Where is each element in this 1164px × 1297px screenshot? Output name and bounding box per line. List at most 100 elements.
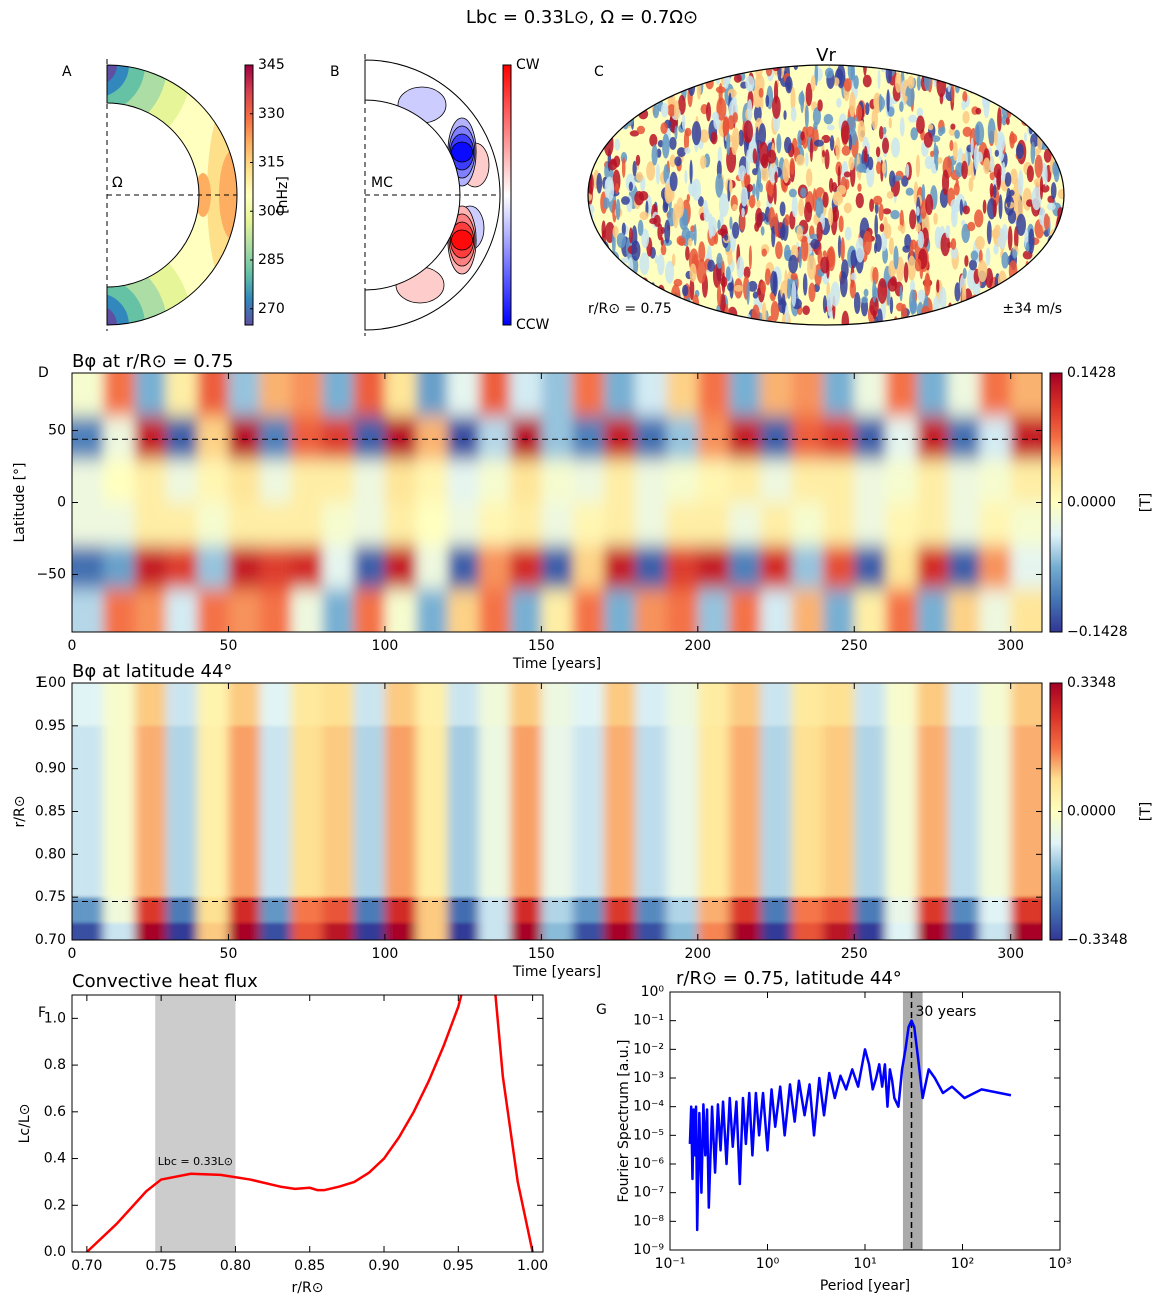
panel-letter: C [594,64,604,80]
velocity-cell [616,232,627,249]
velocity-cell [850,272,857,282]
velocity-cell [775,241,783,260]
velocity-cell [1052,126,1060,142]
velocity-cell [752,183,756,198]
velocity-cell [1018,169,1024,196]
heatmap-cell [478,683,511,727]
velocity-cell [968,308,974,325]
heatmap-cell [666,683,699,727]
velocity-cell [921,184,926,202]
velocity-cell [886,287,891,306]
heatmap-cell [447,922,480,940]
heatmap-cell [510,373,542,417]
heatmap-cell [760,459,793,503]
velocity-cell [899,101,904,113]
velocity-cell [863,288,869,297]
heatmap-cell [416,545,448,590]
velocity-cell [949,65,956,72]
velocity-cell [594,78,605,92]
velocity-cell [882,126,887,135]
heatmap-cell [572,922,605,940]
velocity-cell [814,65,819,87]
velocity-cell [635,154,641,166]
heatmap-cell [948,373,980,417]
velocity-cell [773,181,777,205]
velocity-cell [897,224,904,232]
heatmap-cell [854,922,887,940]
heatmap-cell [478,588,511,632]
velocity-cell [635,171,644,182]
velocity-cell [655,163,661,185]
velocity-cell [843,202,852,214]
velocity-cell [614,138,621,151]
velocity-cell [613,155,621,168]
heatmap-cell [666,725,699,898]
heatmap-cell [510,725,542,898]
heatmap-cell [979,922,1012,940]
velocity-cell [921,65,930,78]
velocity-cell [1008,90,1018,115]
y-tick-label: 10⁻² [633,1041,664,1057]
velocity-cell [1057,138,1062,163]
velocity-cell [774,171,778,184]
velocity-cell [890,209,900,220]
heatmap-cell [541,588,574,632]
heatmap-cell [822,683,855,727]
heatmap-cell [854,502,887,547]
velocity-cell [675,302,683,320]
velocity-cell [1001,161,1006,183]
velocity-cell [745,149,751,176]
velocity-cell [800,187,807,198]
heatmap-cell [291,373,323,417]
velocity-cell [1016,74,1025,85]
velocity-cell [732,203,738,211]
heatmap-cell [603,683,636,727]
x-axis-label: Time [years] [512,964,601,980]
velocity-cell [664,219,671,244]
velocity-cell [632,65,639,79]
chart-title: Bφ at r/R⊙ = 0.75 [72,351,233,372]
heatmap-cell [541,416,574,460]
velocity-cell [660,244,667,256]
panel-letter: F [38,1005,46,1021]
heatmap-cell [760,922,793,940]
velocity-cell [786,278,791,300]
velocity-cell [593,264,604,284]
velocity-cell [637,219,644,237]
y-tick-label: 0.8 [44,1057,66,1073]
map-note: ±34 m/s [1002,301,1062,317]
velocity-cell [885,65,893,84]
velocity-cell [682,284,689,297]
heatmap-cell [572,725,605,898]
plot-area [688,992,1012,1250]
heatmap-cell [478,459,511,503]
heatmap-cell [1010,683,1042,727]
heatmap-cell [697,725,730,898]
velocity-cell [832,191,843,206]
heatmap-cell [259,725,292,898]
velocity-cell [1042,292,1052,299]
velocity-cell [992,184,997,199]
heatmap-cell [635,683,668,727]
heatmap-cell [822,725,855,898]
velocity-cell [789,157,795,175]
heatmap-cell [603,725,636,898]
velocity-cell [729,216,733,230]
velocity-cell [1045,274,1056,294]
velocity-cell [962,110,970,124]
heatmap-cell [635,545,668,590]
panel-letter: D [38,365,49,381]
velocity-cell [1039,289,1046,298]
velocity-cell [603,131,614,157]
heatmap-cell [134,545,167,590]
velocity-cell [649,88,656,99]
velocity-cell [677,95,686,115]
y-axis-label: Fourier Spectrum [a.u.] [616,1039,632,1202]
heatmap-cell [384,922,417,940]
velocity-cell [822,191,829,208]
velocity-cell [950,123,956,130]
velocity-cell [632,278,636,285]
velocity-cell [751,304,760,325]
heatmap-cell [729,373,761,417]
velocity-cell [996,171,1001,191]
